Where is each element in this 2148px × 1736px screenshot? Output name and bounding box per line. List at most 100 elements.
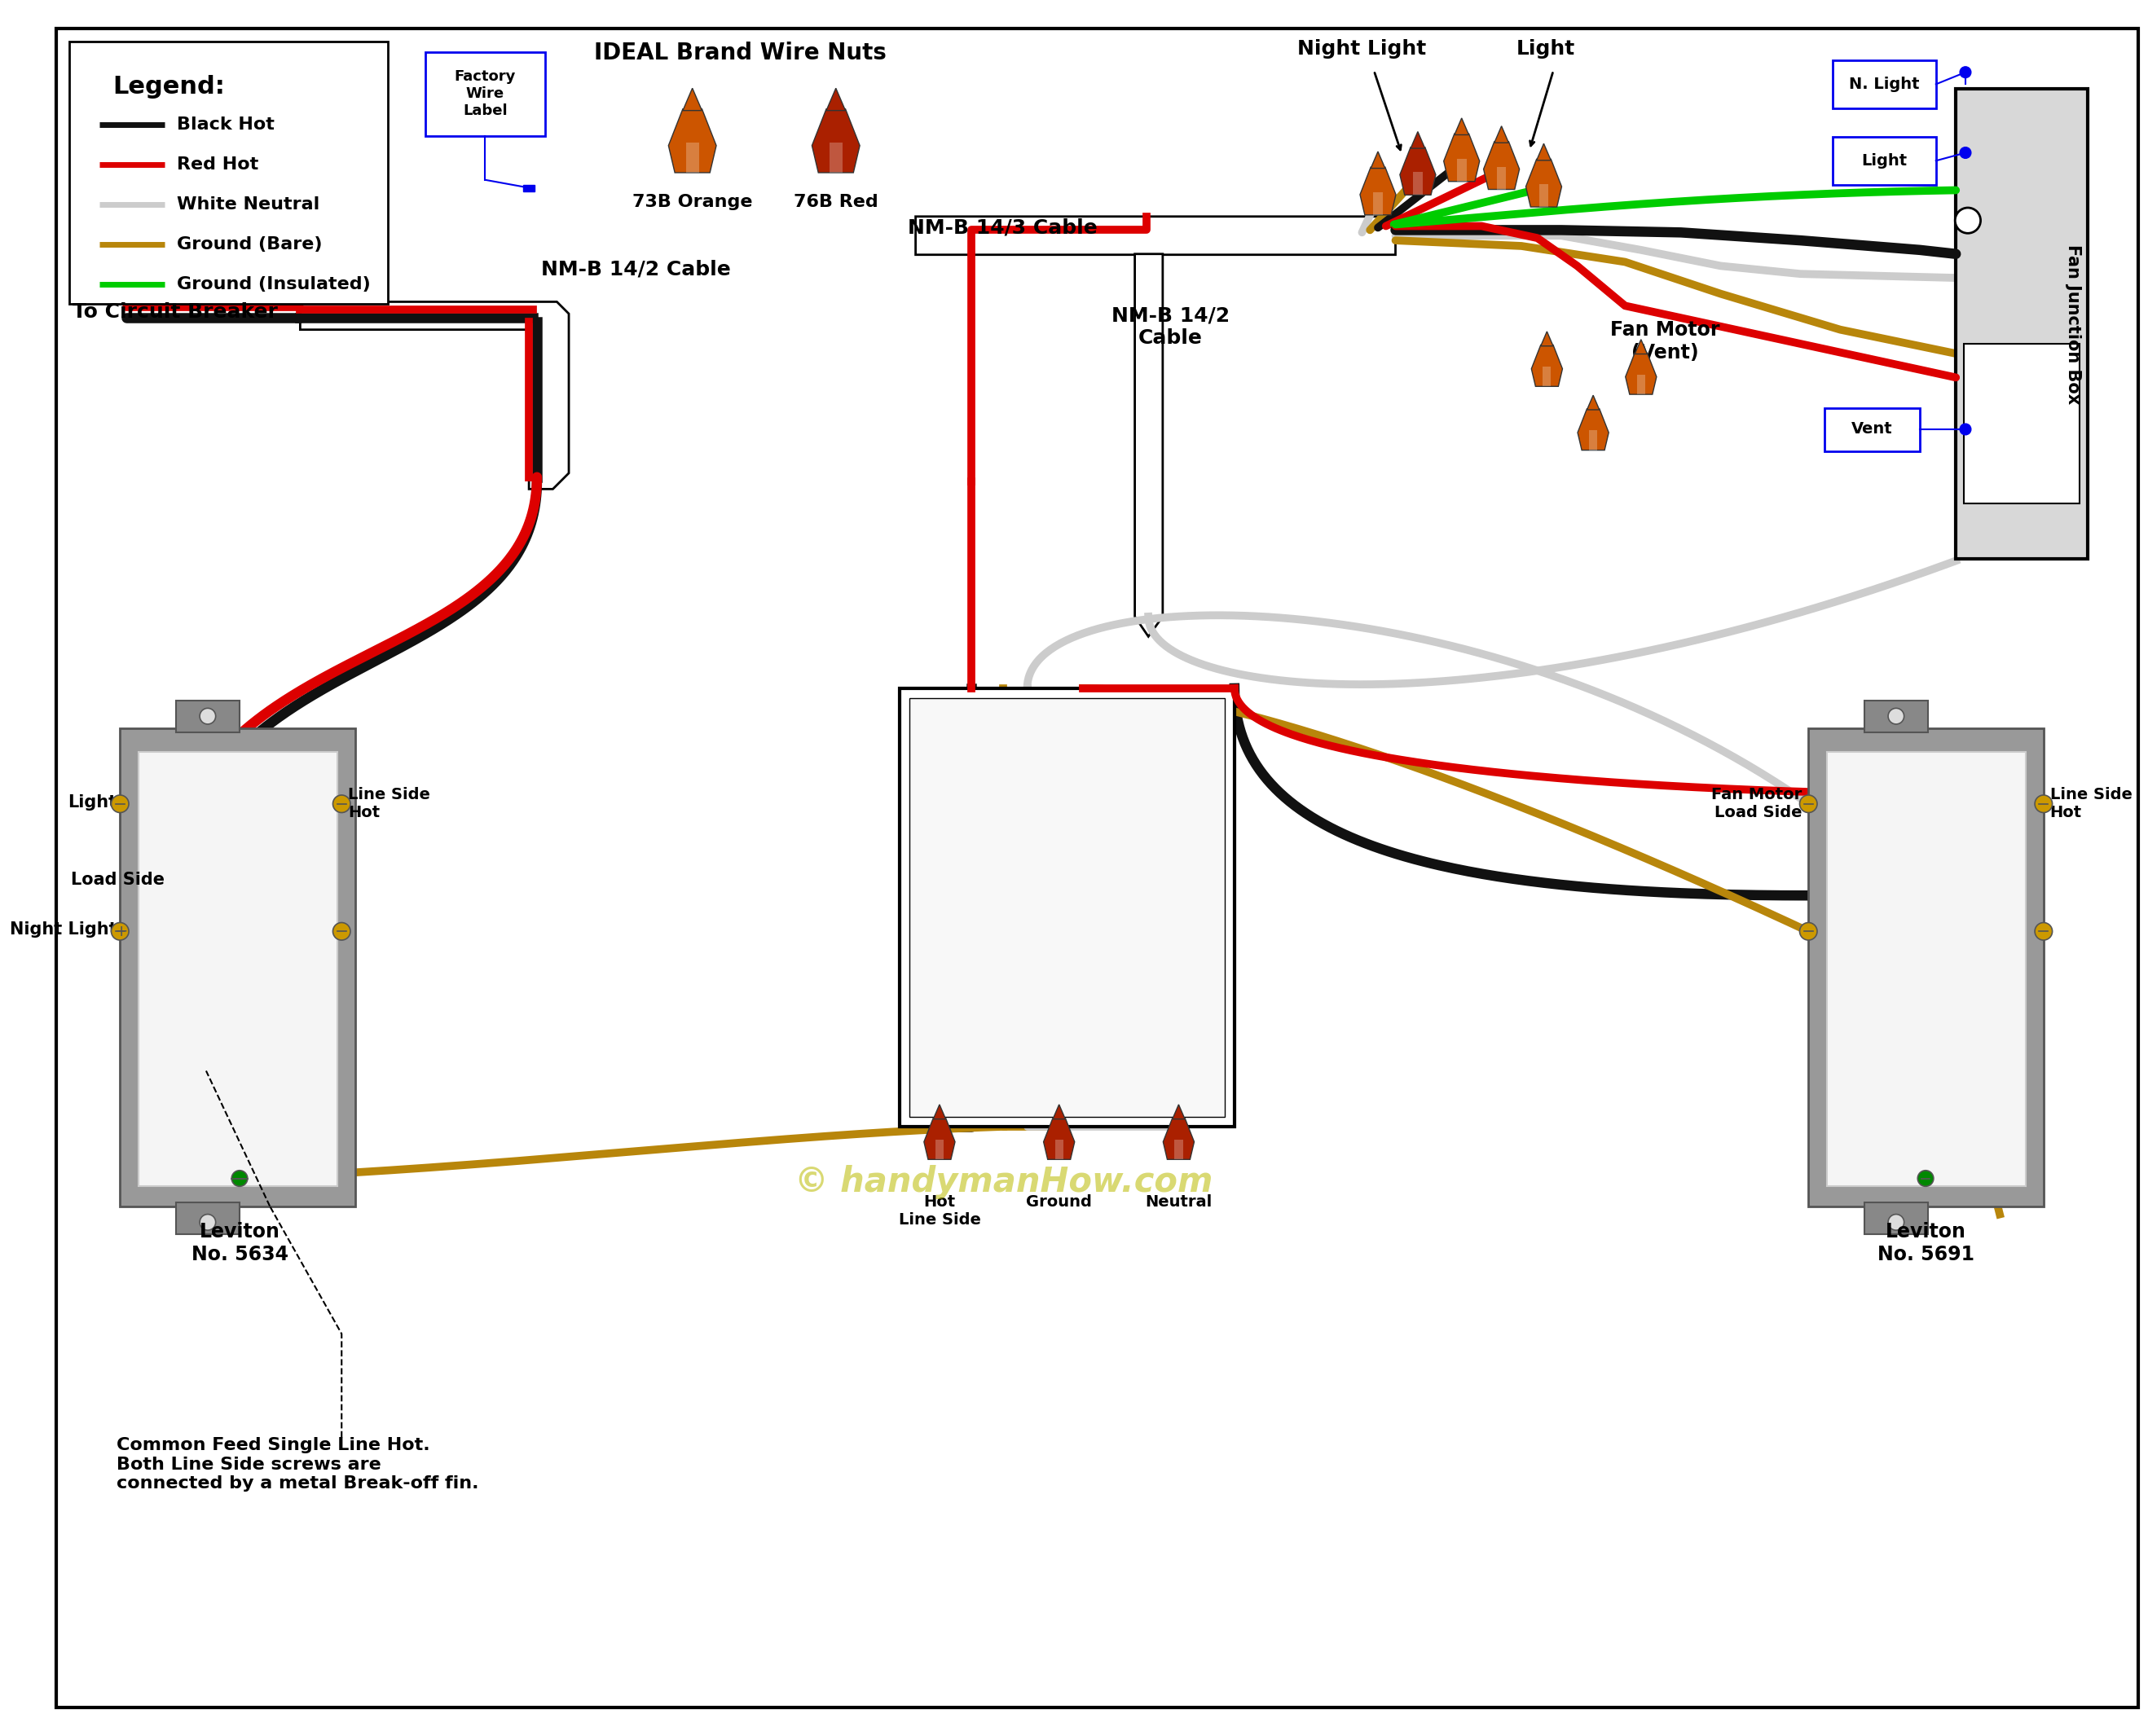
Bar: [1957, 89, 2088, 559]
Polygon shape: [1360, 167, 1396, 215]
Text: Legend:: Legend:: [114, 75, 226, 99]
Polygon shape: [1373, 193, 1383, 215]
Polygon shape: [1400, 148, 1435, 194]
Text: N. Light: N. Light: [1849, 76, 1920, 92]
Text: Red Hot: Red Hot: [176, 156, 258, 174]
Polygon shape: [683, 89, 702, 111]
Circle shape: [1959, 66, 1972, 78]
Polygon shape: [1411, 132, 1424, 148]
Text: +: +: [114, 924, 129, 939]
Bar: [1809, 727, 2043, 1207]
Text: To Circuit Breaker: To Circuit Breaker: [73, 302, 277, 321]
Polygon shape: [1495, 127, 1508, 142]
Bar: [1963, 344, 2079, 503]
Text: Light: Light: [1516, 38, 1574, 59]
Bar: [425, 52, 546, 135]
Polygon shape: [1525, 160, 1562, 207]
Polygon shape: [829, 142, 842, 172]
Circle shape: [112, 922, 129, 941]
Text: 76B Red: 76B Red: [793, 194, 879, 210]
Polygon shape: [1532, 345, 1562, 387]
Circle shape: [333, 922, 350, 941]
Circle shape: [1959, 148, 1972, 158]
Polygon shape: [1456, 158, 1467, 182]
Text: Fan Motor
(Vent): Fan Motor (Vent): [1611, 319, 1721, 363]
Polygon shape: [934, 1141, 943, 1160]
Text: Night Light: Night Light: [9, 922, 116, 937]
Bar: [1864, 700, 1929, 733]
Polygon shape: [685, 142, 698, 172]
Text: 73B Orange: 73B Orange: [632, 194, 752, 210]
Text: Ground (Insulated): Ground (Insulated): [176, 276, 369, 292]
Bar: [1832, 137, 1935, 184]
Circle shape: [333, 795, 350, 812]
Bar: [524, 184, 535, 191]
Bar: [176, 700, 241, 733]
Circle shape: [1955, 208, 1980, 233]
Polygon shape: [1162, 1118, 1194, 1160]
Polygon shape: [1497, 167, 1506, 189]
Polygon shape: [1538, 184, 1549, 207]
Text: IDEAL Brand Wire Nuts: IDEAL Brand Wire Nuts: [595, 42, 887, 64]
Polygon shape: [1626, 352, 1656, 394]
Polygon shape: [932, 1104, 945, 1120]
Polygon shape: [1443, 134, 1480, 182]
Polygon shape: [812, 109, 859, 172]
Bar: [1832, 61, 1935, 108]
Polygon shape: [1542, 366, 1551, 387]
Bar: [176, 1203, 241, 1234]
Text: Common Feed Single Line Hot.
Both Line Side screws are
connected by a metal Brea: Common Feed Single Line Hot. Both Line S…: [116, 1437, 479, 1491]
Text: Light: Light: [69, 793, 116, 811]
Text: Black Hot: Black Hot: [176, 116, 275, 134]
Circle shape: [112, 795, 129, 812]
Text: Line Side
Hot: Line Side Hot: [2049, 786, 2133, 821]
Polygon shape: [1635, 340, 1648, 354]
Text: Light: Light: [1862, 153, 1907, 168]
Text: Leviton
No. 5691: Leviton No. 5691: [1877, 1222, 1974, 1264]
Polygon shape: [1637, 375, 1645, 394]
Bar: [1864, 1203, 1929, 1234]
Text: Ground (Bare): Ground (Bare): [176, 236, 322, 252]
Polygon shape: [1536, 144, 1551, 160]
Circle shape: [1918, 1170, 1933, 1186]
Text: NM-B 14/2
Cable: NM-B 14/2 Cable: [1111, 306, 1231, 347]
Text: Fan Motor
Load Side: Fan Motor Load Side: [1712, 786, 1802, 821]
Polygon shape: [1587, 396, 1600, 410]
Circle shape: [200, 708, 215, 724]
Bar: [900, 687, 1235, 1127]
Polygon shape: [1454, 118, 1469, 135]
Bar: [69, 42, 389, 304]
Text: White Neutral: White Neutral: [176, 196, 320, 214]
Circle shape: [1800, 795, 1817, 812]
Bar: [1824, 408, 1920, 451]
Text: Line Side
Hot: Line Side Hot: [348, 786, 430, 821]
Text: Night Light: Night Light: [1297, 38, 1426, 59]
Polygon shape: [1540, 332, 1553, 345]
Text: Vent: Vent: [1852, 422, 1892, 437]
Polygon shape: [1484, 142, 1519, 189]
Text: Ground: Ground: [1027, 1194, 1091, 1210]
Bar: [909, 698, 1224, 1116]
Text: Leviton
No. 5634: Leviton No. 5634: [191, 1222, 288, 1264]
Polygon shape: [1577, 408, 1609, 450]
Text: Fan Junction Box: Fan Junction Box: [2064, 245, 2081, 404]
Polygon shape: [1370, 151, 1385, 168]
Polygon shape: [915, 217, 1396, 255]
Bar: [1826, 752, 2026, 1186]
Polygon shape: [301, 302, 569, 490]
Polygon shape: [1055, 1141, 1063, 1160]
Polygon shape: [1175, 1141, 1184, 1160]
Circle shape: [232, 1170, 247, 1186]
Polygon shape: [924, 1118, 956, 1160]
Bar: [137, 752, 337, 1186]
Polygon shape: [1053, 1104, 1065, 1120]
Circle shape: [1888, 1213, 1903, 1231]
Polygon shape: [1044, 1118, 1074, 1160]
Polygon shape: [827, 89, 846, 111]
Text: Factory
Wire
Label: Factory Wire Label: [455, 69, 516, 118]
Circle shape: [1959, 424, 1972, 434]
Polygon shape: [668, 109, 715, 172]
Circle shape: [1888, 708, 1903, 724]
Circle shape: [1800, 922, 1817, 941]
Circle shape: [200, 1213, 215, 1231]
